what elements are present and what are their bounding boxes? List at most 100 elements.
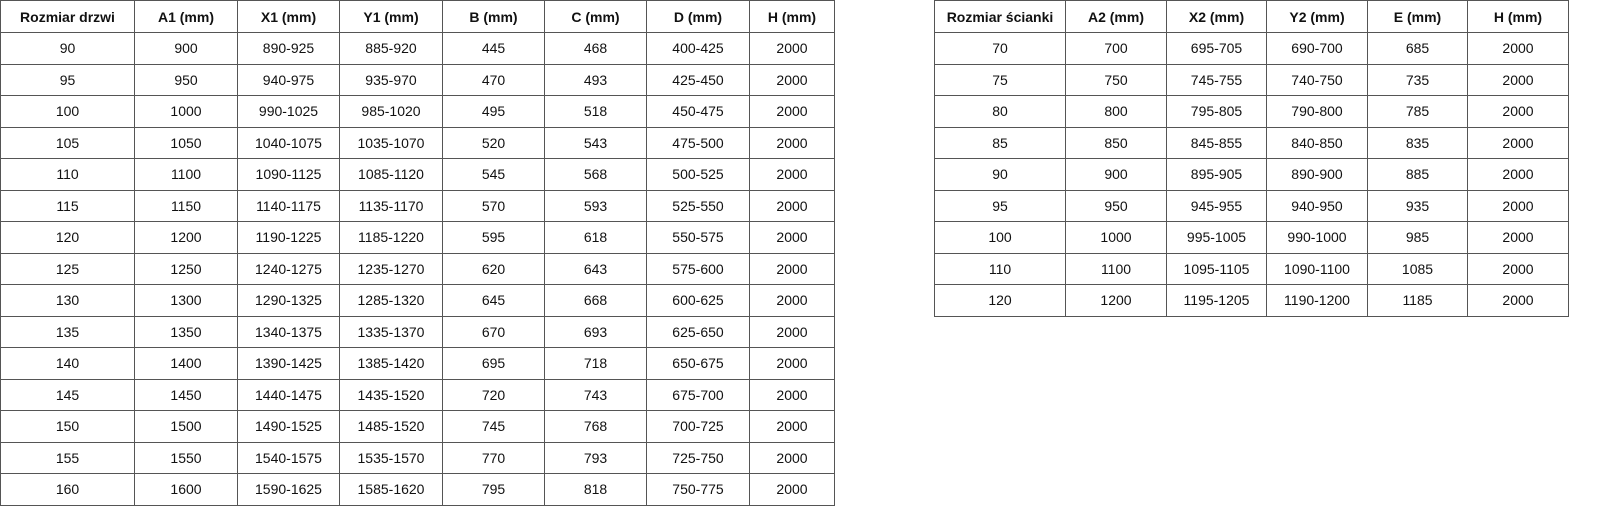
table-cell: 115 (0, 189, 135, 222)
table-cell: 1485-1520 (339, 410, 443, 443)
table-body: 70 700 695-705 690-700 685 2000 75 750 745-755 74… (934, 32, 1569, 317)
column-header: Y1 (mm) (339, 0, 443, 33)
table-cell: 793 (544, 441, 647, 474)
table-cell: 105 (0, 126, 135, 159)
table-cell: 2000 (749, 95, 835, 128)
table-cell: 900 (1065, 158, 1167, 191)
table-cell: 2000 (749, 252, 835, 285)
table-cell: 593 (544, 189, 647, 222)
table-cell: 2000 (749, 221, 835, 254)
table-cell: 110 (0, 158, 135, 191)
table-cell: 2000 (749, 441, 835, 474)
table-cell: 1385-1420 (339, 347, 443, 380)
table-cell: 1140-1175 (237, 189, 340, 222)
table-cell: 130 (0, 284, 135, 317)
table-cell: 100 (934, 221, 1066, 254)
table-cell: 2000 (749, 63, 835, 96)
table-row: 95 950 940-975 935-970 470 493 425-450 2000 (0, 63, 835, 96)
table-cell: 525-550 (646, 189, 750, 222)
table-cell: 618 (544, 221, 647, 254)
table-cell: 1090-1100 (1266, 252, 1368, 285)
table-cell: 568 (544, 158, 647, 191)
table-cell: 1390-1425 (237, 347, 340, 380)
table-cell: 890-925 (237, 32, 340, 65)
table-cell: 550-575 (646, 221, 750, 254)
table-cell: 2000 (1467, 63, 1569, 96)
table-cell: 1250 (134, 252, 238, 285)
table-cell: 685 (1367, 32, 1468, 65)
table-row: 110 1100 1095-1105 1090-1100 1085 2000 (934, 252, 1569, 285)
table-cell: 493 (544, 63, 647, 96)
table-cell: 70 (934, 32, 1066, 65)
table-cell: 1185-1220 (339, 221, 443, 254)
table-cell: 790-800 (1266, 95, 1368, 128)
door-dimensions-table: Rozmiar drzwi A1 (mm) X1 (mm) Y1 (mm) B (mm)… (0, 0, 835, 506)
table-cell: 1450 (134, 378, 238, 411)
table-cell: 740-750 (1266, 63, 1368, 96)
table-cell: 750-775 (646, 473, 750, 506)
table-cell: 985 (1367, 221, 1468, 254)
table-cell: 700-725 (646, 410, 750, 443)
table-cell: 885 (1367, 158, 1468, 191)
table-body: 90 900 890-925 885-920 445 468 400-425 2000 95 95… (0, 32, 835, 506)
table-cell: 850 (1065, 126, 1167, 159)
table-cell: 545 (442, 158, 545, 191)
header-row: Rozmiar drzwi A1 (mm) X1 (mm) Y1 (mm) B (mm)… (0, 0, 835, 33)
table-cell: 445 (442, 32, 545, 65)
table-row: 155 1550 1540-1575 1535-1570 770 793 725-750 20… (0, 441, 835, 474)
table-cell: 150 (0, 410, 135, 443)
table-cell: 1490-1525 (237, 410, 340, 443)
column-header: D (mm) (646, 0, 750, 33)
table-cell: 425-450 (646, 63, 750, 96)
table-row: 145 1450 1440-1475 1435-1520 720 743 675-700 20… (0, 378, 835, 411)
table-cell: 1600 (134, 473, 238, 506)
table-cell: 1540-1575 (237, 441, 340, 474)
table-cell: 2000 (749, 410, 835, 443)
table-cell: 1050 (134, 126, 238, 159)
table-cell: 145 (0, 378, 135, 411)
table-cell: 1350 (134, 315, 238, 348)
column-header: C (mm) (544, 0, 647, 33)
table-cell: 400-425 (646, 32, 750, 65)
table-cell: 1085-1120 (339, 158, 443, 191)
table-cell: 693 (544, 315, 647, 348)
table-cell: 90 (0, 32, 135, 65)
column-header: A2 (mm) (1065, 0, 1167, 33)
table-cell: 2000 (749, 284, 835, 317)
table-cell: 1190-1225 (237, 221, 340, 254)
table-cell: 670 (442, 315, 545, 348)
table-cell: 800 (1065, 95, 1167, 128)
table-cell: 90 (934, 158, 1066, 191)
table-cell: 2000 (749, 347, 835, 380)
table-cell: 95 (0, 63, 135, 96)
table-cell: 80 (934, 95, 1066, 128)
table-cell: 768 (544, 410, 647, 443)
table-cell: 470 (442, 63, 545, 96)
table-row: 160 1600 1590-1625 1585-1620 795 818 750-775 20… (0, 473, 835, 506)
table-row: 85 850 845-855 840-850 835 2000 (934, 126, 1569, 159)
header-row: Rozmiar ścianki A2 (mm) X2 (mm) Y2 (mm) E (m… (934, 0, 1569, 33)
table-cell: 155 (0, 441, 135, 474)
table-cell: 695-705 (1166, 32, 1267, 65)
table-cell: 2000 (1467, 158, 1569, 191)
table-row: 115 1150 1140-1175 1135-1170 570 593 525-550 20… (0, 189, 835, 222)
column-header: Y2 (mm) (1266, 0, 1368, 33)
table-cell: 940-950 (1266, 189, 1368, 222)
table-cell: 495 (442, 95, 545, 128)
table-cell: 745-755 (1166, 63, 1267, 96)
table-cell: 1300 (134, 284, 238, 317)
table-cell: 950 (134, 63, 238, 96)
table-cell: 1335-1370 (339, 315, 443, 348)
table-cell: 1590-1625 (237, 473, 340, 506)
table-cell: 1585-1620 (339, 473, 443, 506)
table-row: 70 700 695-705 690-700 685 2000 (934, 32, 1569, 65)
table-cell: 1200 (134, 221, 238, 254)
table-cell: 643 (544, 252, 647, 285)
table-cell: 990-1000 (1266, 221, 1368, 254)
table-row: 90 900 895-905 890-900 885 2000 (934, 158, 1569, 191)
table-cell: 1000 (134, 95, 238, 128)
table-cell: 1235-1270 (339, 252, 443, 285)
table-cell: 718 (544, 347, 647, 380)
table-row: 100 1000 990-1025 985-1020 495 518 450-475 2000 (0, 95, 835, 128)
table-cell: 1095-1105 (1166, 252, 1267, 285)
